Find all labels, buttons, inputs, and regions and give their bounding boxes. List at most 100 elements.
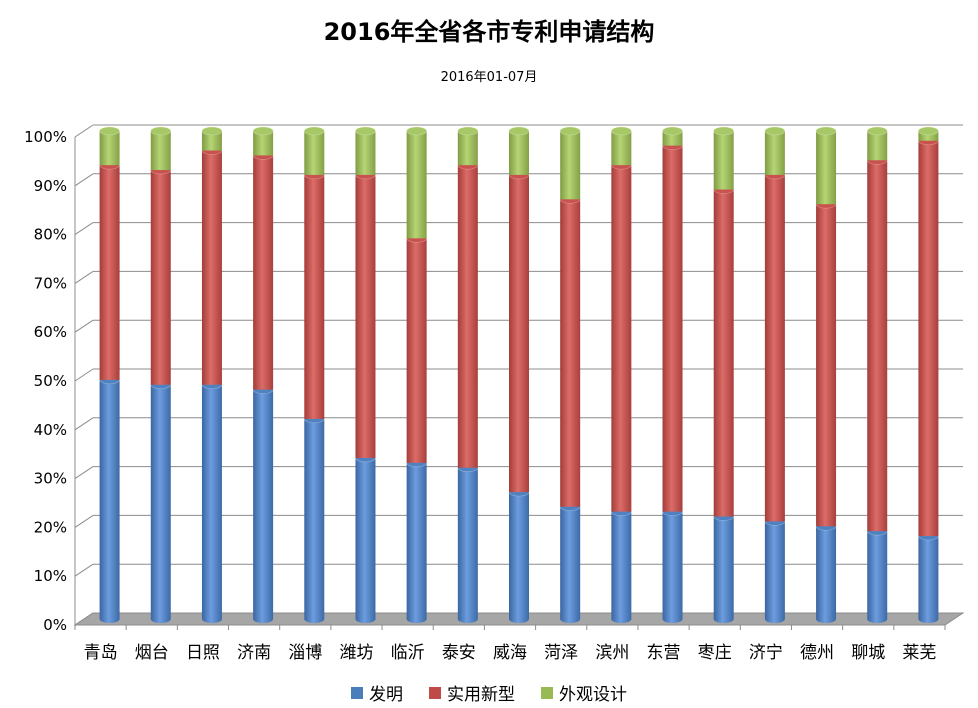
bar-invention-body: [713, 516, 734, 619]
bar-design-body: [764, 131, 785, 175]
bar-invention-body: [764, 521, 785, 619]
bar-utility-model: [457, 160, 479, 468]
legend-label-utility-model: 实用新型: [447, 685, 515, 705]
bar-invention: [406, 458, 427, 623]
y-tick-label: 70%: [34, 274, 67, 292]
bar-design-body: [509, 131, 529, 175]
bar-design-cap: [866, 126, 888, 136]
bar-design: [406, 126, 427, 239]
bar-design: [508, 126, 530, 175]
x-category-label: 莱芜: [902, 643, 936, 663]
bar-invention-body: [150, 384, 171, 619]
bar-design-body: [816, 131, 837, 205]
y-tick-label: 30%: [34, 470, 67, 488]
bar-invention: [764, 517, 786, 623]
legend-item-design: 外观设计: [541, 680, 627, 705]
x-category-label: 德州: [800, 643, 834, 663]
gridline-side: [74, 466, 94, 480]
gridline-side: [74, 417, 94, 431]
bar-invention: [815, 521, 837, 623]
bar-base-cap: [150, 615, 171, 623]
bar-design-cap: [303, 126, 325, 136]
x-category-label: 济南: [237, 643, 271, 663]
bar-utility-model: [252, 151, 274, 390]
gridline-side: [74, 563, 94, 577]
legend-swatch-invention: [351, 686, 363, 699]
y-tick-label: 60%: [34, 323, 67, 341]
bar-utility-model-body: [99, 165, 120, 380]
gridline-side: [74, 222, 94, 236]
bar-invention: [355, 453, 376, 623]
bar-design-body: [201, 131, 222, 151]
bar-invention-body: [304, 418, 325, 619]
bar-invention-body: [406, 462, 427, 619]
x-category-label: 东营: [647, 643, 681, 663]
bar-invention: [866, 526, 888, 623]
legend-label-invention: 发明: [369, 685, 403, 705]
x-category-label: 日照: [186, 643, 220, 663]
bar-design: [815, 126, 837, 205]
bar-invention: [150, 380, 172, 623]
bar-base-cap: [611, 615, 632, 623]
bar-utility-model: [303, 170, 325, 419]
bar-design-body: [253, 131, 274, 156]
labels-layer: 0%10%20%30%40%50%60%70%80%90%100%青岛 烟台 日照济…: [24, 128, 936, 663]
bar-utility-model: [150, 165, 172, 385]
bar-utility-model: [713, 185, 735, 517]
gridline-side: [74, 368, 94, 382]
bar-base-cap: [713, 615, 734, 623]
bar-invention-body: [355, 457, 376, 619]
bar-design-cap: [252, 126, 274, 136]
bar-design-body: [713, 131, 734, 190]
legend: 发明 实用新型 外观设计: [0, 680, 978, 705]
legend-swatch-design: [541, 686, 553, 699]
bar-design: [150, 126, 172, 171]
y-tick-label: 100%: [24, 128, 67, 146]
y-tick-label: 20%: [34, 518, 67, 536]
bar-design-cap: [815, 126, 837, 136]
bar-design: [559, 126, 581, 200]
bar-invention-body: [253, 389, 274, 619]
x-category-label: 菏泽: [544, 643, 578, 663]
bar-invention-body: [560, 506, 581, 619]
bar-utility-model-body: [355, 174, 376, 458]
chart-subtitle: 2016年01-07月: [440, 70, 538, 85]
bar-utility-model: [201, 146, 223, 385]
bar-invention-body: [918, 536, 939, 619]
bar-design-body: [150, 131, 171, 171]
bar-base-cap: [201, 615, 222, 623]
bar-invention-body: [611, 511, 632, 619]
gridline-side: [74, 124, 94, 138]
bar-base-cap: [918, 615, 939, 623]
bar-utility-model-body: [867, 160, 888, 532]
x-category-label: 济宁: [749, 643, 783, 663]
bar-base-cap: [99, 615, 120, 623]
bar-design: [713, 126, 735, 190]
bar-base-cap: [509, 615, 529, 623]
bar-base-cap: [816, 615, 837, 623]
bar-utility-model: [406, 234, 427, 463]
y-tick-label: 80%: [34, 226, 67, 244]
bar-invention-body: [201, 384, 222, 619]
bar-design-body: [355, 131, 376, 175]
bar-design: [764, 126, 786, 175]
bar-design-cap: [559, 126, 581, 136]
bar-utility-model-body: [918, 140, 939, 537]
bar-utility-model-body: [406, 238, 427, 463]
y-tick-label: 50%: [34, 372, 67, 390]
bar-utility-model: [815, 199, 837, 527]
bar-design-body: [611, 131, 632, 166]
bar-design-cap: [918, 126, 939, 136]
bar-design: [252, 126, 274, 156]
gridline-side: [74, 319, 94, 333]
bar-invention-body: [867, 531, 888, 619]
bar-base-cap: [662, 615, 683, 623]
bar-utility-model: [559, 195, 581, 507]
legend-label-design: 外观设计: [559, 685, 627, 705]
bar-utility-model-body: [253, 155, 274, 390]
y-tick-label: 10%: [34, 567, 67, 585]
bar-base-cap: [764, 615, 785, 623]
bar-base-cap: [560, 615, 581, 623]
bar-invention: [99, 375, 120, 623]
